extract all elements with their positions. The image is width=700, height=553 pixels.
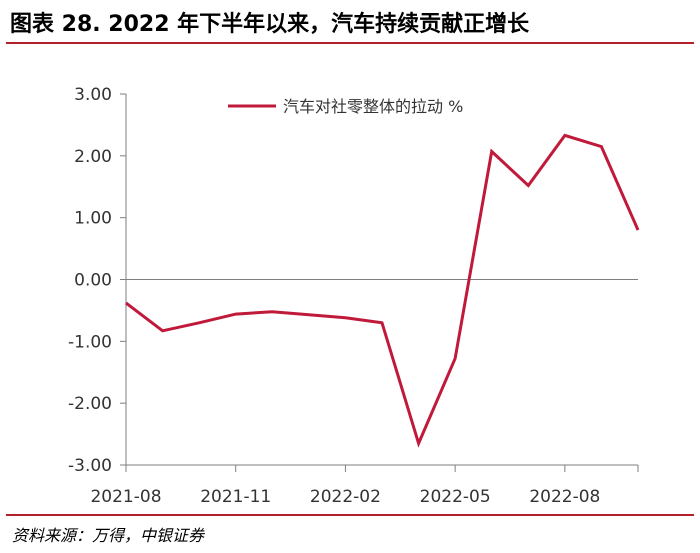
y-tick-label: 2.00 (74, 147, 112, 167)
source-note: 资料来源：万得，中银证券 (12, 526, 205, 545)
y-tick-label: 1.00 (74, 209, 112, 229)
x-tick-label: 2022-08 (529, 487, 600, 507)
y-tick-label: -2.00 (68, 394, 112, 414)
x-tick-label: 2022-05 (420, 487, 491, 507)
series-line (125, 133, 640, 448)
y-tick-label: 0.00 (74, 271, 112, 291)
y-tick-labels: 3.00 2.00 1.00 0.00 -1.00 -2.00 -3.00 (68, 85, 112, 476)
title-divider (6, 42, 694, 44)
legend-label: 汽车对社零整体的拉动 % (283, 97, 463, 116)
x-tick-label: 2021-11 (200, 487, 271, 507)
chart-axes (120, 93, 639, 472)
y-tick-label: -3.00 (68, 456, 112, 476)
source-divider (6, 514, 694, 516)
figure-title: 图表 28. 2022 年下半年以来，汽车持续贡献正增长 (10, 12, 530, 37)
chart-series (125, 133, 640, 448)
y-tick-label: 3.00 (74, 85, 112, 105)
y-tick-label: -1.00 (68, 332, 112, 352)
x-tick-label: 2021-08 (90, 487, 161, 507)
x-tick-label: 2022-02 (310, 487, 381, 507)
chart-legend: 汽车对社零整体的拉动 % (228, 97, 463, 116)
x-tick-labels: 2021-08 2021-11 2022-02 2022-05 2022-08 (90, 487, 600, 507)
